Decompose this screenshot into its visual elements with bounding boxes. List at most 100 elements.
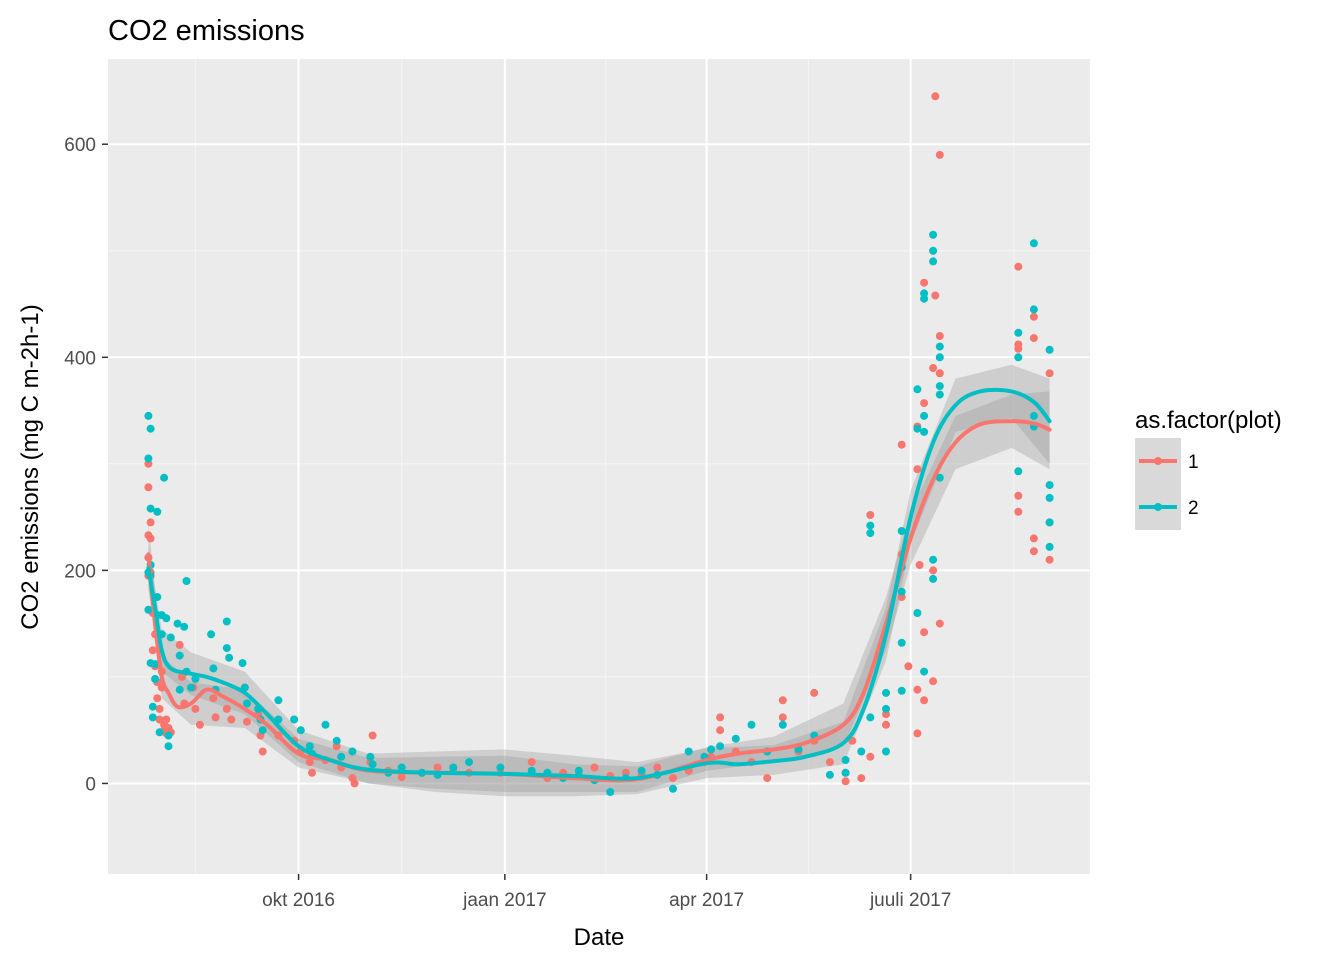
y-tick-label: 200: [64, 561, 96, 582]
data-point-2: [496, 763, 505, 772]
smooth-line-2: [146, 387, 1052, 781]
data-point-2: [935, 342, 944, 351]
data-point-1: [590, 763, 599, 772]
data-point-1: [904, 662, 913, 671]
data-point-2: [207, 630, 216, 639]
x-tick-label: juuli 2017: [869, 890, 951, 911]
data-point-2: [929, 257, 938, 266]
data-point-1: [825, 758, 834, 767]
data-point-1: [778, 696, 787, 705]
data-point-1: [1045, 369, 1054, 378]
data-point-2: [1045, 481, 1054, 490]
data-point-2: [175, 685, 184, 694]
data-point-2: [337, 752, 346, 761]
data-point-2: [397, 763, 406, 772]
data-point-1: [897, 440, 906, 449]
legend-key-point-2: [1154, 503, 1162, 511]
data-point-2: [146, 504, 155, 513]
data-point-1: [258, 747, 267, 756]
data-point-1: [368, 731, 377, 740]
data-point-2: [913, 385, 922, 394]
data-point-1: [857, 774, 866, 783]
data-point-1: [211, 713, 220, 722]
data-point-1: [148, 646, 157, 655]
data-point-2: [1029, 411, 1038, 420]
legend-label-2: 2: [1188, 498, 1199, 519]
data-point-1: [935, 150, 944, 159]
data-point-1: [155, 715, 164, 724]
data-point-2: [160, 473, 169, 482]
data-point-1: [227, 715, 236, 724]
data-point-1: [778, 713, 787, 722]
data-point-2: [920, 411, 929, 420]
data-point-1: [350, 779, 359, 788]
data-point-2: [716, 742, 725, 751]
data-point-2: [368, 760, 377, 769]
data-point-1: [920, 278, 929, 287]
data-point-2: [857, 747, 866, 756]
data-point-2: [1014, 467, 1023, 476]
data-point-2: [935, 382, 944, 391]
data-point-1: [935, 369, 944, 378]
data-point-1: [191, 704, 200, 713]
data-point-2: [920, 427, 929, 436]
data-point-2: [920, 294, 929, 303]
data-point-2: [929, 230, 938, 239]
data-point-2: [1045, 345, 1054, 354]
data-point-2: [882, 747, 890, 756]
y-tick-label: 600: [64, 135, 96, 156]
confidence-band-2: [148, 364, 1050, 797]
y-axis-ticks: 0 200 400 600: [64, 135, 108, 795]
data-point-2: [164, 731, 173, 740]
data-point-2: [1045, 493, 1054, 502]
data-point-2: [897, 587, 906, 596]
data-point-2: [866, 529, 875, 538]
data-point-1: [1045, 555, 1054, 564]
data-point-1: [920, 628, 929, 637]
data-point-1: [935, 332, 944, 340]
data-point-2: [162, 614, 171, 623]
data-point-2: [148, 702, 157, 711]
data-point-1: [866, 752, 875, 761]
data-point-2: [148, 713, 157, 722]
data-point-2: [778, 720, 787, 729]
data-point-2: [151, 660, 160, 669]
x-tick-label: apr 2017: [669, 890, 744, 911]
data-point-1: [222, 704, 231, 713]
data-point-1: [913, 729, 922, 738]
data-point-1: [1014, 262, 1023, 271]
data-point-2: [164, 742, 173, 751]
data-point-2: [332, 736, 341, 745]
data-point-2: [841, 756, 850, 764]
data-point-1: [1014, 507, 1023, 516]
data-point-1: [178, 672, 186, 681]
data-point-1: [763, 774, 772, 783]
legend-label-1: 1: [1188, 452, 1199, 473]
data-point-1: [305, 758, 314, 767]
data-point-2: [669, 784, 677, 793]
data-point-2: [321, 720, 330, 729]
data-point-2: [882, 704, 890, 713]
data-point-2: [182, 577, 191, 585]
data-point-1: [935, 619, 944, 628]
data-point-2: [144, 454, 153, 463]
data-point-1: [920, 696, 929, 705]
data-point-2: [897, 527, 906, 535]
data-point-2: [290, 715, 299, 724]
data-point-2: [1029, 239, 1038, 248]
data-point-1: [175, 640, 184, 649]
legend-key-point-1: [1154, 457, 1162, 465]
data-point-1: [144, 483, 153, 492]
chart-title: CO2 emissions: [108, 15, 305, 47]
data-point-2: [209, 664, 218, 673]
data-point-1: [931, 291, 940, 300]
data-point-1: [155, 704, 164, 713]
data-point-2: [151, 675, 160, 683]
y-axis-label: CO2 emissions (mg C m-2h-1): [17, 304, 44, 629]
data-point-2: [920, 667, 929, 676]
data-point-1: [716, 713, 725, 722]
data-point-1: [527, 758, 536, 767]
x-axis-ticks: okt 2016 jaan 2017 apr 2017 juuli 2017: [262, 874, 951, 911]
data-point-1: [433, 763, 442, 772]
legend: as.factor(plot) 12: [1135, 407, 1282, 530]
